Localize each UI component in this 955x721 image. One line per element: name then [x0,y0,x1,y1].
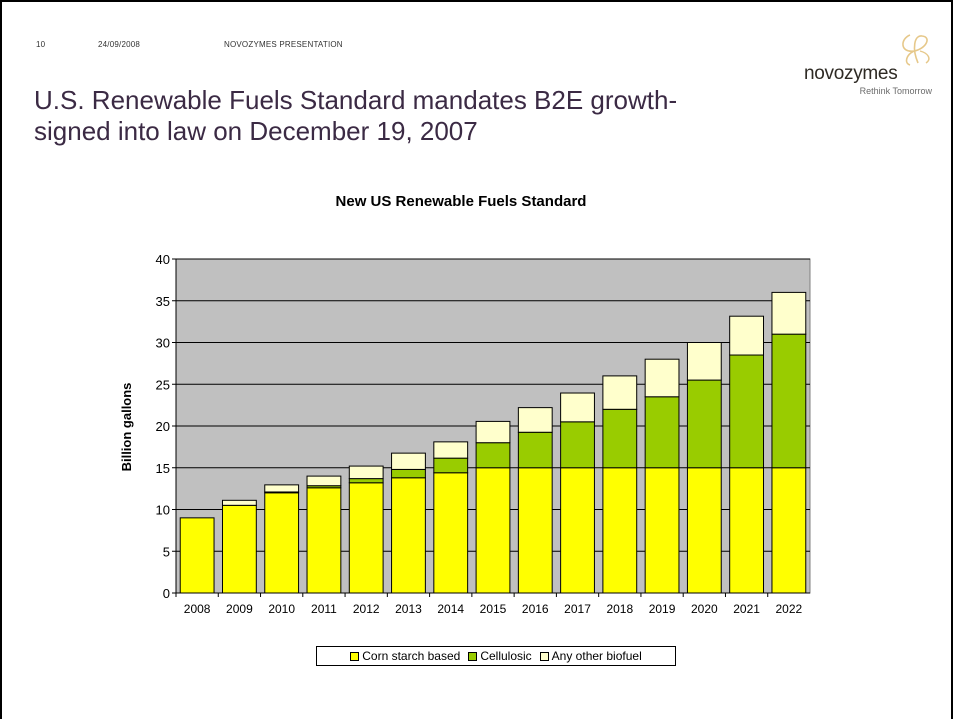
bar-segment [391,468,426,479]
legend-item-corn: Corn starch based [350,649,460,663]
legend-item-other: Any other biofuel [539,649,642,663]
bar-segment [560,392,595,423]
logo-tagline: Rethink Tomorrow [859,86,932,96]
x-tick-label: 2008 [184,602,211,616]
ribbon-logo-icon [902,34,930,66]
x-tick-label: 2013 [395,602,422,616]
bar-segment [644,358,680,398]
bar-segment [517,467,553,594]
bar-segment [560,421,595,469]
x-tick-label: 2018 [606,602,633,616]
bar-segment [264,484,300,493]
y-tick-label: 40 [156,252,170,267]
bar-segment [771,291,807,335]
bar-segment [475,420,511,444]
bar-segment [644,396,680,469]
bar-segment [602,408,638,469]
x-tick-label: 2014 [437,602,464,616]
bar-segment [686,467,722,594]
x-tick-label: 2020 [691,602,718,616]
bar-segment [221,504,257,594]
bar-segment [179,517,215,594]
y-tick-label: 20 [156,419,170,434]
bar-segment [348,465,384,480]
bar-segment [686,342,722,381]
bar-segment [391,452,426,470]
y-axis-label: Billion gallons [119,383,134,472]
bar-segment [771,333,807,469]
bar-segment [306,475,342,487]
y-tick-label: 10 [156,503,170,518]
x-tick-label: 2010 [268,602,295,616]
x-tick-label: 2016 [522,602,549,616]
bar-segment [475,467,511,594]
x-tick-label: 2017 [564,602,591,616]
bar-segment [602,467,638,594]
chart-legend: Corn starch based Cellulosic Any other b… [316,646,676,666]
bar-segment [560,467,595,594]
bar-segment [348,482,384,594]
y-tick-label: 35 [156,294,170,309]
bar-segment [729,354,765,469]
bar-segment [433,457,469,474]
y-tick-label: 25 [156,377,170,392]
x-tick-label: 2019 [649,602,676,616]
legend-label-other: Any other biofuel [551,649,642,663]
legend-swatch-cellulosic [468,651,478,661]
y-tick-label: 5 [163,544,170,559]
bar-segment [771,467,807,594]
y-tick-label: 30 [156,336,170,351]
chart: New US Renewable Fuels Standard Billion … [119,193,811,616]
logo-wordmark: novozymes [804,63,898,84]
chart-title: New US Renewable Fuels Standard [336,193,587,210]
bar-segment [264,492,300,594]
legend-item-cellulosic: Cellulosic [468,649,532,663]
x-tick-label: 2021 [733,602,760,616]
x-tick-label: 2009 [226,602,253,616]
y-tick-label: 0 [163,586,170,601]
novozymes-logo: novozymes Rethink Tomorrow [804,33,934,103]
legend-label-cellulosic: Cellulosic [480,649,532,663]
legend-swatch-other [539,651,549,661]
slide-date: 24/09/2008 [98,40,141,49]
bar-segment [221,499,257,506]
x-tick-label: 2015 [480,602,507,616]
legend-label-corn: Corn starch based [362,649,461,663]
bar-segment [729,315,765,356]
x-tick-label: 2012 [353,602,380,616]
slide-title: U.S. Renewable Fuels Standard mandates B… [34,85,678,146]
bar-segment [475,442,511,469]
bar-segment [433,441,469,459]
bar-segment [348,478,384,484]
x-tick-label: 2011 [311,602,337,616]
bar-segment [602,375,638,410]
page-number: 10 [36,40,46,49]
bar-segment [729,467,765,594]
bar-segment [644,467,680,594]
x-tick-label: 2022 [776,602,803,616]
bar-segment [306,487,342,594]
y-tick-label: 15 [156,461,170,476]
bar-segment [686,379,722,469]
legend-swatch-corn [350,651,360,661]
presentation-name: NOVOZYMES PRESENTATION [224,40,343,49]
bar-segment [517,431,553,469]
bar-segment [391,477,426,594]
bar-segment [433,472,469,594]
bar-segment [517,407,553,433]
